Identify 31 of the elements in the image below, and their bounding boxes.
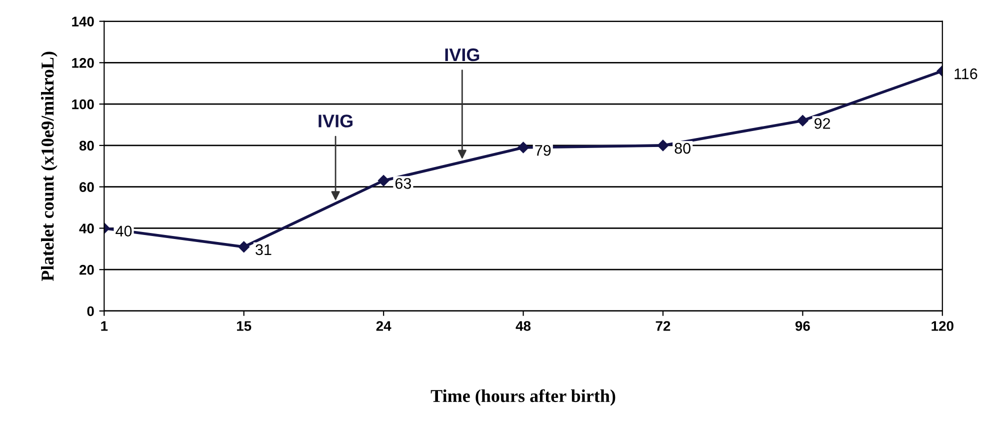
x-axis-title: Time (hours after birth): [430, 389, 616, 406]
data-label: 40: [116, 226, 132, 236]
point: [797, 115, 808, 126]
y-tick-label: 100: [72, 99, 94, 110]
annotation: IVIG: [445, 48, 480, 62]
point: [657, 140, 669, 152]
data-label: 31: [256, 244, 272, 256]
x-tick-label: 48: [516, 321, 531, 331]
y-tick-label: 0: [87, 306, 94, 316]
point: [378, 175, 390, 186]
data-label: 63: [395, 178, 412, 189]
x-tick-label: 120: [932, 321, 954, 331]
y-axis-title: Platelet count (x10e9/mikroL): [41, 52, 58, 281]
data-label: 92: [814, 118, 830, 129]
x-tick-label: 96: [795, 321, 810, 331]
y-tick-label: 20: [79, 264, 94, 275]
y-tick-label: 120: [72, 58, 94, 68]
y-tick-label: 60: [80, 182, 94, 192]
y-tick-label: 40: [79, 224, 94, 234]
x-tick-label: 72: [656, 321, 670, 331]
point: [518, 142, 529, 154]
x-tick-label: 24: [376, 321, 392, 331]
x-tick-label: 1: [101, 321, 108, 331]
y-tick-label: 140: [72, 16, 94, 26]
data-label: 116: [954, 68, 978, 80]
data-label: 80: [674, 142, 690, 154]
y-tick-label: 80: [79, 140, 94, 151]
x-tick-label: 15: [237, 321, 252, 331]
data-label: 79: [535, 144, 551, 156]
annotation: IVIG: [318, 114, 352, 128]
point: [238, 241, 250, 252]
